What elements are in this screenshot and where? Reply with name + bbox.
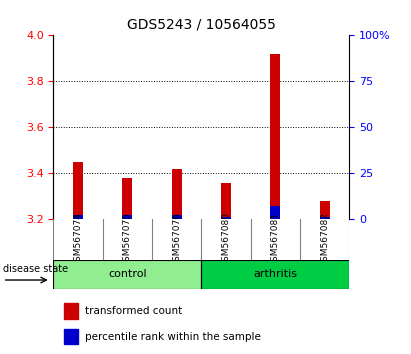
Text: GSM567080: GSM567080 [222, 212, 231, 267]
Bar [73, 162, 83, 219]
Text: GSM567075: GSM567075 [123, 212, 132, 267]
Bar [172, 215, 182, 219]
Text: GSM567074: GSM567074 [74, 212, 83, 267]
Text: percentile rank within the sample: percentile rank within the sample [85, 332, 261, 342]
Bar [320, 201, 330, 219]
Bar [172, 169, 182, 219]
Bar [122, 215, 132, 219]
Bar [221, 183, 231, 219]
Title: GDS5243 / 10564055: GDS5243 / 10564055 [127, 17, 276, 32]
Bar [221, 217, 231, 219]
Bar [270, 206, 280, 219]
Bar [73, 215, 83, 219]
Bar [122, 178, 132, 219]
Bar [320, 217, 330, 219]
FancyBboxPatch shape [53, 260, 201, 289]
Bar [270, 54, 280, 219]
Text: GSM567082: GSM567082 [320, 212, 329, 267]
Text: GSM567076: GSM567076 [172, 212, 181, 267]
Text: control: control [108, 269, 147, 279]
Bar [64, 303, 78, 319]
Bar [64, 329, 78, 344]
Text: transformed count: transformed count [85, 306, 182, 316]
Text: GSM567081: GSM567081 [271, 212, 280, 267]
Text: disease state: disease state [2, 264, 68, 274]
Text: arthritis: arthritis [253, 269, 298, 279]
FancyBboxPatch shape [201, 260, 349, 289]
